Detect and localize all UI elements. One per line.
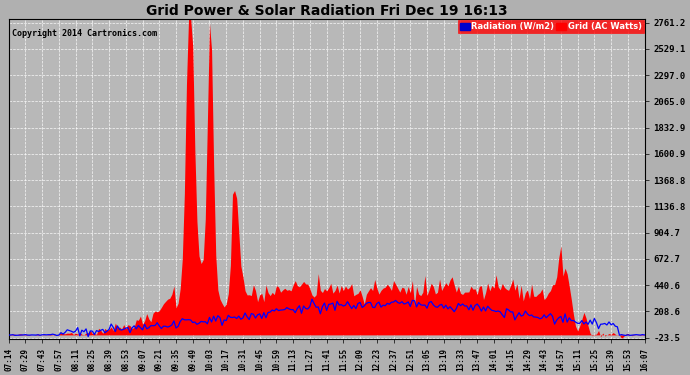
Title: Grid Power & Solar Radiation Fri Dec 19 16:13: Grid Power & Solar Radiation Fri Dec 19 … [146,4,507,18]
Legend: Radiation (W/m2), Grid (AC Watts): Radiation (W/m2), Grid (AC Watts) [457,20,644,33]
Text: Copyright 2014 Cartronics.com: Copyright 2014 Cartronics.com [12,29,157,38]
